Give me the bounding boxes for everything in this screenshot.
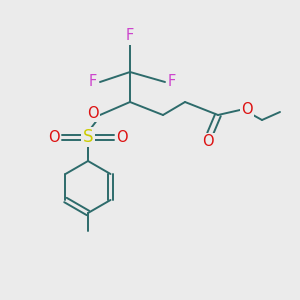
Text: O: O	[202, 134, 214, 149]
Text: O: O	[48, 130, 60, 145]
Text: F: F	[89, 74, 97, 89]
Text: O: O	[87, 106, 99, 121]
Text: F: F	[126, 28, 134, 44]
Text: O: O	[116, 130, 128, 145]
Text: F: F	[168, 74, 176, 89]
Text: O: O	[241, 101, 253, 116]
Text: S: S	[83, 128, 93, 146]
